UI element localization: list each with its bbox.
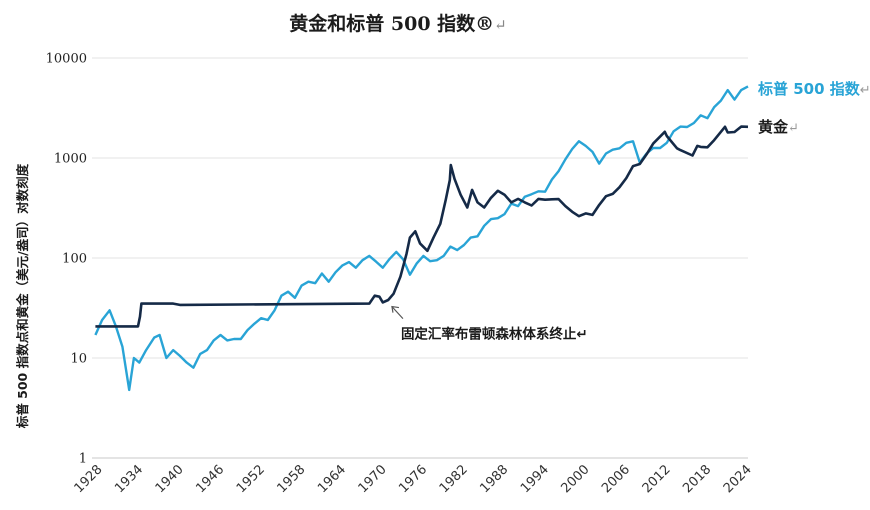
y-axis-label: 标普 500 指数点和黄金（美元/盎司）对数刻度 [15, 163, 30, 429]
x-tick-2012: 2012 [640, 462, 674, 496]
y-tick-1000: 1000 [54, 152, 87, 167]
x-tick-1988: 1988 [477, 462, 511, 496]
x-tick-1976: 1976 [396, 462, 430, 496]
x-tick-2000: 2000 [559, 462, 593, 496]
x-tick-1940: 1940 [153, 462, 187, 496]
bretton-woods-annotation: 固定汇率布雷顿森林体系终止↵ [391, 305, 588, 343]
series-lines [94, 85, 749, 392]
series-spx-line [94, 85, 749, 392]
x-tick-1994: 1994 [518, 462, 552, 496]
y-tick-10000: 10000 [46, 52, 87, 67]
x-tick-1970: 1970 [356, 462, 390, 496]
legend-gold-label: 黄金↵ [758, 118, 799, 136]
x-tick-2024: 2024 [721, 462, 755, 496]
annotation-arrowhead [391, 305, 400, 313]
x-tick-1946: 1946 [193, 462, 227, 496]
x-tick-1952: 1952 [234, 462, 268, 496]
x-tick-2018: 2018 [680, 462, 714, 496]
x-tick-2006: 2006 [599, 462, 633, 496]
y-tick-100: 100 [62, 252, 87, 267]
x-axis-ticks: 1928 1934 1940 1946 1952 1958 1964 1970 1976 1982… [72, 462, 755, 496]
y-tick-1: 1 [79, 452, 87, 467]
annotation-arrow [391, 306, 404, 319]
chart-title: 黄金和标普 500 指数®↵ [289, 12, 506, 35]
x-tick-1934: 1934 [112, 462, 146, 496]
x-tick-1964: 1964 [315, 462, 349, 496]
annotation-text: 固定汇率布雷顿森林体系终止↵ [401, 326, 588, 343]
x-tick-1928: 1928 [72, 462, 106, 496]
legend-spx-label: 标普 500 指数↵ [757, 80, 870, 98]
series-gold-line [95, 125, 749, 328]
x-tick-1958: 1958 [274, 462, 308, 496]
y-axis-ticks: 1 10 100 1000 10000 [46, 52, 87, 467]
y-tick-10: 10 [70, 352, 87, 367]
x-tick-1982: 1982 [437, 462, 471, 496]
